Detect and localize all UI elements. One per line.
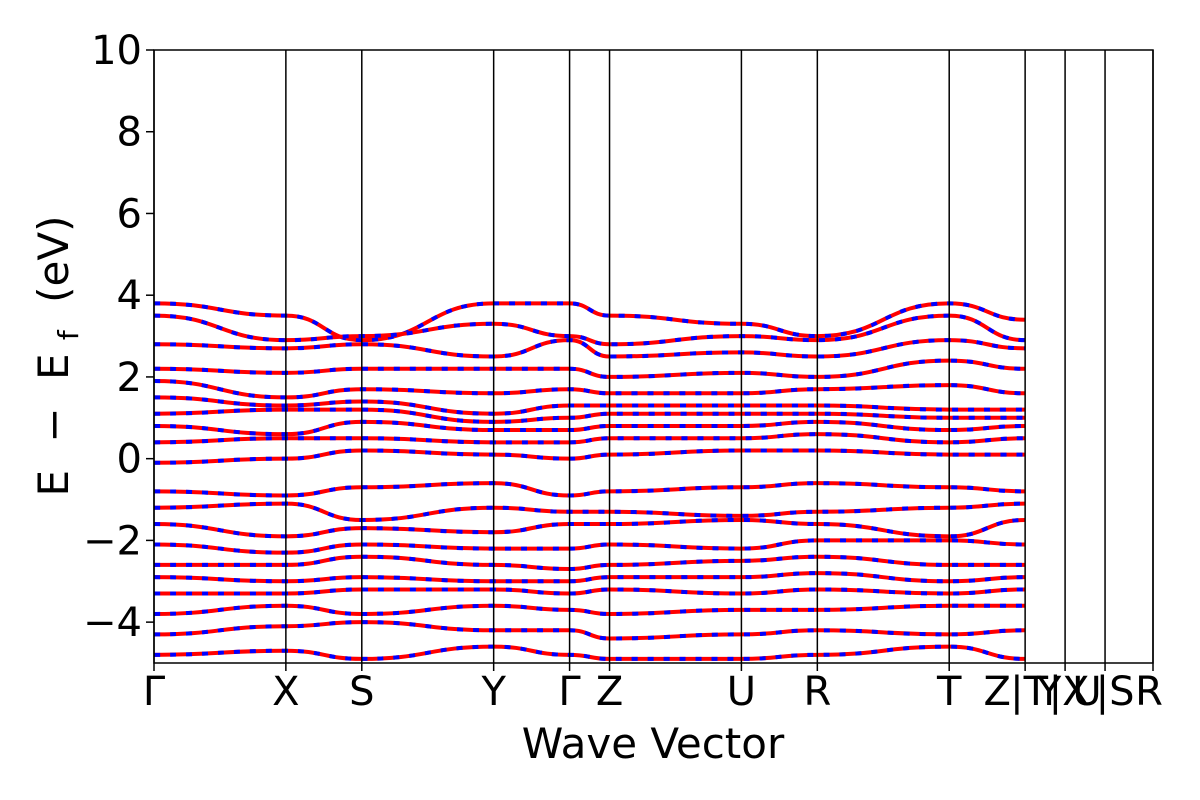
y-tick-label: 0: [117, 437, 142, 483]
x-tick-label: |X: [1049, 669, 1090, 715]
y-tick-label: −2: [83, 518, 142, 564]
band-line-spin-down: [154, 620, 1026, 641]
band-lines: [154, 301, 1026, 661]
band-line-spin-down: [154, 554, 1026, 572]
y-axis-title-minus: −: [29, 407, 78, 442]
plot-frame: [153, 49, 1154, 664]
band-line-spin-down: [154, 517, 1026, 539]
y-tick-label: 2: [117, 355, 142, 401]
x-tick-label: T: [936, 669, 962, 715]
x-tick-label: Γ: [558, 669, 581, 715]
band-line-spin-down: [154, 587, 1026, 596]
y-axis-title: E − E f (eV): [29, 216, 88, 497]
y-tick-label: 6: [117, 191, 142, 237]
band-line-spin-down: [154, 432, 1026, 445]
x-tick-label: U: [727, 669, 756, 715]
y-tick-label: 10: [91, 28, 142, 74]
band-line-spin-down: [154, 571, 1026, 584]
band-line-spin-down: [154, 501, 1026, 522]
x-tick-label: |S: [1096, 669, 1135, 715]
band-line-spin-down: [154, 379, 1026, 400]
y-axis-title-e2: E: [29, 353, 78, 380]
band-line-spin-down: [154, 448, 1026, 465]
band-line-spin-down: [154, 313, 1026, 347]
x-tick-label: Z: [596, 669, 623, 715]
band-line-spin-down: [154, 603, 1026, 616]
y-tick-label: 8: [117, 110, 142, 156]
x-tick-label: U: [1072, 669, 1101, 715]
y-axis-title-unit: (eV): [29, 216, 78, 303]
x-tick-label: R: [803, 669, 831, 715]
x-tick-label: |T: [1010, 669, 1048, 715]
x-tick-label: Y: [1036, 669, 1062, 715]
band-line-spin-down: [154, 407, 1026, 424]
x-tick-label: Γ: [143, 669, 166, 715]
band-line-spin-down: [154, 338, 1026, 359]
band-line-spin-down: [154, 358, 1026, 379]
x-tick-label: X: [272, 669, 299, 715]
y-axis-title-sub: f: [52, 329, 85, 340]
band-line-spin-down: [154, 395, 1026, 416]
band-line-spin-down: [154, 481, 1026, 498]
y-axis-ticks: −4 −2 0 2 4 6 8 10: [83, 28, 154, 646]
x-tick-label: Z: [983, 669, 1010, 715]
band-line-spin-down: [154, 538, 1026, 555]
x-axis-title: Wave Vector: [522, 719, 785, 768]
x-tick-label: Y: [480, 669, 506, 715]
x-axis-ticks: Γ X S Y Γ Z U R T Z |TY|XU|S R: [143, 663, 1163, 715]
band-line-spin-down: [154, 419, 1026, 437]
x-tick-label: S: [349, 669, 374, 715]
y-tick-label: 4: [117, 273, 142, 319]
x-tick-label: R: [1135, 669, 1163, 715]
y-tick-label: −4: [83, 600, 142, 646]
y-axis-title-e: E: [29, 470, 78, 497]
band-line-spin-down: [154, 644, 1026, 661]
band-line-spin-down: [154, 301, 1026, 343]
